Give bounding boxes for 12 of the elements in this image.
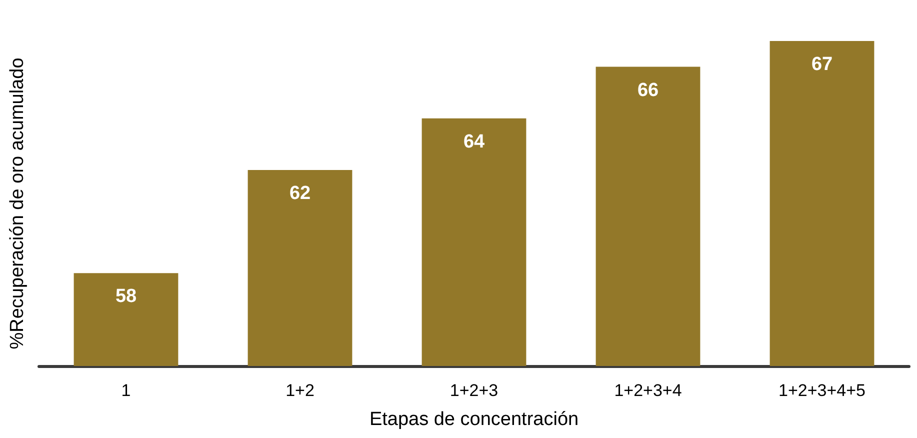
- x-axis-title: Etapas de concentración: [369, 409, 579, 430]
- data-label: 62: [289, 182, 311, 204]
- x-tick-label: 1+2+3+4: [614, 381, 682, 400]
- x-tick-label: 1+2+3: [450, 381, 498, 400]
- x-tick-label: 1: [121, 381, 131, 400]
- data-label: 66: [637, 80, 659, 101]
- x-tick-label: 1+2+3+4+5: [778, 381, 866, 400]
- data-label: 64: [463, 131, 485, 152]
- x-tick-label: 1+2: [286, 381, 314, 400]
- data-label: 67: [811, 54, 833, 75]
- y-axis-title: %Recuperación de oro acumulado: [7, 58, 28, 350]
- data-label: 58: [115, 286, 137, 308]
